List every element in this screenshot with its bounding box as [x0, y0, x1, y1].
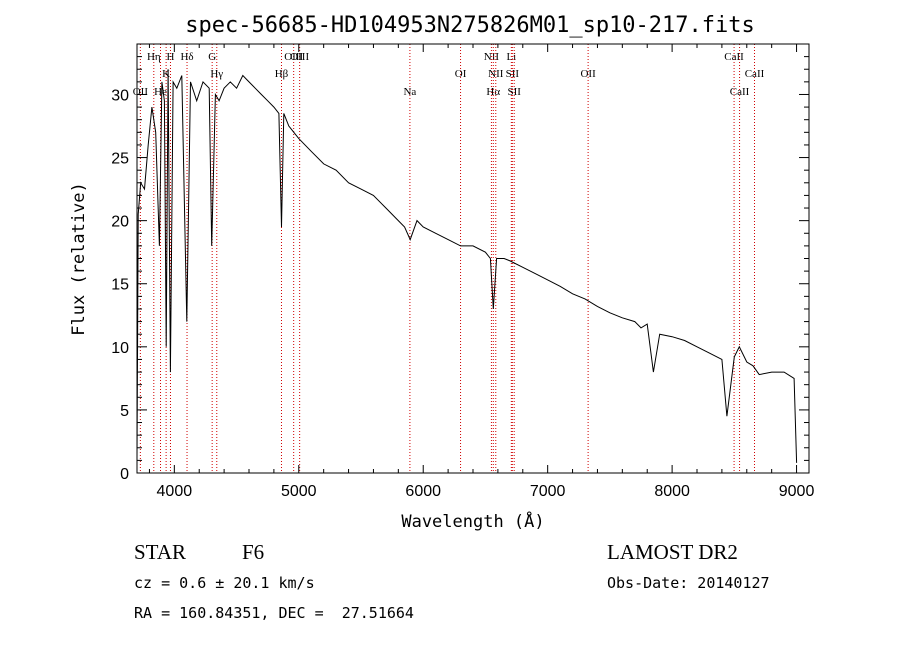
line-marker-label: Hδ: [180, 51, 193, 63]
line-marker-label: K: [162, 68, 170, 80]
x-tick-label: 8000: [654, 483, 690, 500]
line-marker-label: G: [208, 51, 216, 63]
x-axis-label: Wavelength (Å): [401, 510, 544, 532]
x-tick-label: 7000: [530, 483, 566, 500]
line-marker-label: Hη: [147, 51, 161, 63]
line-marker-label: Hγ: [210, 68, 223, 80]
line-marker-label: NII: [484, 51, 500, 63]
line-marker-label: Hβ: [275, 68, 289, 80]
y-tick-label: 5: [120, 403, 129, 420]
survey-name: LAMOST DR2: [607, 540, 738, 564]
line-marker-label: CaII: [745, 68, 765, 80]
x-tick-label: 5000: [281, 483, 317, 500]
chart-title: spec-56685-HD104953N275826M01_sp10-217.f…: [185, 13, 755, 38]
line-marker-label: Li: [506, 51, 516, 63]
line-marker-label: SII: [506, 68, 520, 80]
x-tick-label: 4000: [157, 483, 193, 500]
x-axis: 4000 5000 6000 7000 8000 9000: [148, 44, 815, 500]
line-marker-label: Hα: [486, 86, 500, 98]
line-marker-label: SII: [507, 86, 521, 98]
line-marker-label: Na: [403, 86, 416, 98]
y-tick-label: 20: [111, 214, 129, 231]
object-class: STAR: [134, 540, 186, 564]
spectrum-line: [136, 69, 798, 463]
y-axis: 0 5 10 15 20 25 30: [111, 56, 809, 483]
line-marker-label: CaII: [730, 86, 750, 98]
y-tick-label: 0: [120, 466, 129, 483]
line-marker-label: OI: [455, 68, 467, 80]
y-tick-label: 15: [111, 277, 129, 294]
y-tick-label: 30: [111, 87, 129, 104]
y-tick-label: 10: [111, 340, 129, 357]
line-marker-label: NII: [488, 68, 504, 80]
line-marker-label: CaII: [724, 51, 744, 63]
object-subclass: F6: [242, 540, 265, 564]
line-marker-label: He: [154, 86, 167, 98]
plot-frame: [136, 43, 810, 474]
coordinates: RA = 160.84351, DEC = 27.51664: [134, 604, 414, 622]
line-marker-label: OII: [133, 86, 149, 98]
y-axis-label: Flux (relative): [69, 182, 89, 336]
y-tick-label: 25: [111, 151, 129, 168]
line-marker-label: OIII: [290, 51, 309, 63]
x-tick-label: 9000: [779, 483, 815, 500]
redshift-info: cz = 0.6 ± 20.1 km/s: [134, 574, 315, 592]
line-marker-label: H: [166, 51, 174, 63]
line-marker-label: OII: [580, 68, 596, 80]
obs-date: Obs-Date: 20140127: [607, 574, 770, 592]
x-tick-label: 6000: [405, 483, 441, 500]
line-marker-label: OIII: [284, 51, 303, 63]
